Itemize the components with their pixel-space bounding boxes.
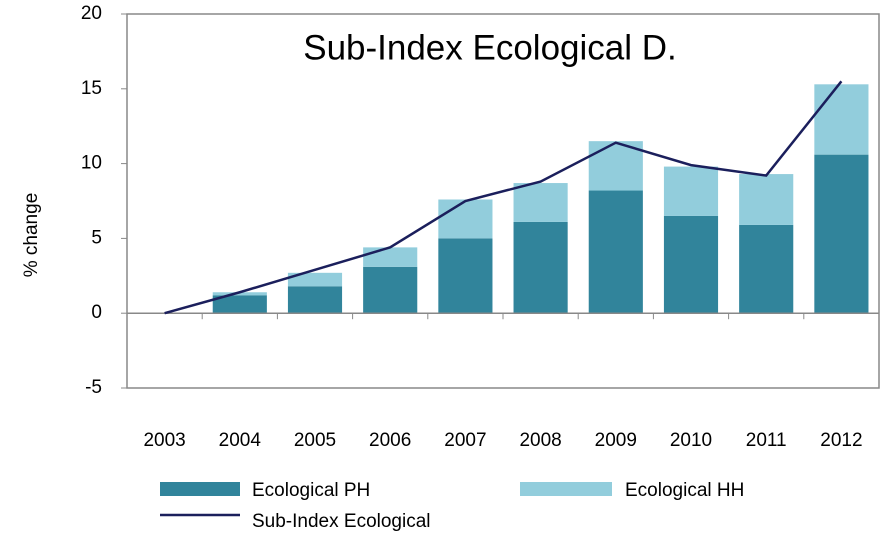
bar: [663, 166, 719, 216]
plot-border: [126, 13, 880, 389]
legend-label: Ecological PH: [252, 480, 370, 501]
y-tick-label: -5: [85, 377, 102, 398]
y-axis-label: % change: [21, 193, 42, 278]
legend-swatch: [520, 482, 612, 496]
bar: [588, 190, 643, 314]
bar: [212, 295, 267, 314]
bar: [814, 84, 869, 155]
legend-label: Ecological HH: [625, 480, 744, 501]
x-tick-label: 2003: [143, 430, 185, 451]
y-tick-label: 5: [91, 227, 102, 248]
bar: [739, 224, 794, 314]
y-tick-label: 0: [91, 302, 102, 323]
bar: [287, 286, 343, 314]
x-tick-label: 2008: [519, 430, 561, 451]
bar: [363, 247, 418, 267]
bar: [739, 174, 794, 225]
y-tick-label: 10: [81, 153, 102, 174]
y-tick-label: 15: [81, 78, 102, 99]
x-tick-label: 2005: [294, 430, 336, 451]
legend-swatch: [160, 482, 240, 496]
bar: [438, 199, 493, 239]
x-tick-label: 2011: [746, 430, 787, 451]
bar: [513, 183, 568, 222]
bar: [588, 141, 643, 191]
x-tick-label: 2007: [444, 430, 486, 451]
x-tick-label: 2006: [369, 430, 411, 451]
bar: [438, 238, 493, 314]
x-tick-label: 2012: [820, 430, 862, 451]
bar: [513, 221, 568, 314]
bar: [814, 154, 869, 314]
bar: [663, 215, 719, 314]
bar: [287, 272, 343, 287]
chart-title: Sub-Index Ecological D.: [303, 28, 677, 67]
legend-label: Sub-Index Ecological: [252, 511, 431, 532]
line-series: [164, 80, 843, 315]
x-tick-label: 2009: [595, 430, 637, 451]
x-tick-label: 2004: [219, 430, 262, 451]
bar: [212, 292, 267, 296]
bar: [363, 266, 418, 314]
y-tick-label: 20: [81, 3, 102, 24]
x-tick-label: 2010: [670, 430, 712, 451]
